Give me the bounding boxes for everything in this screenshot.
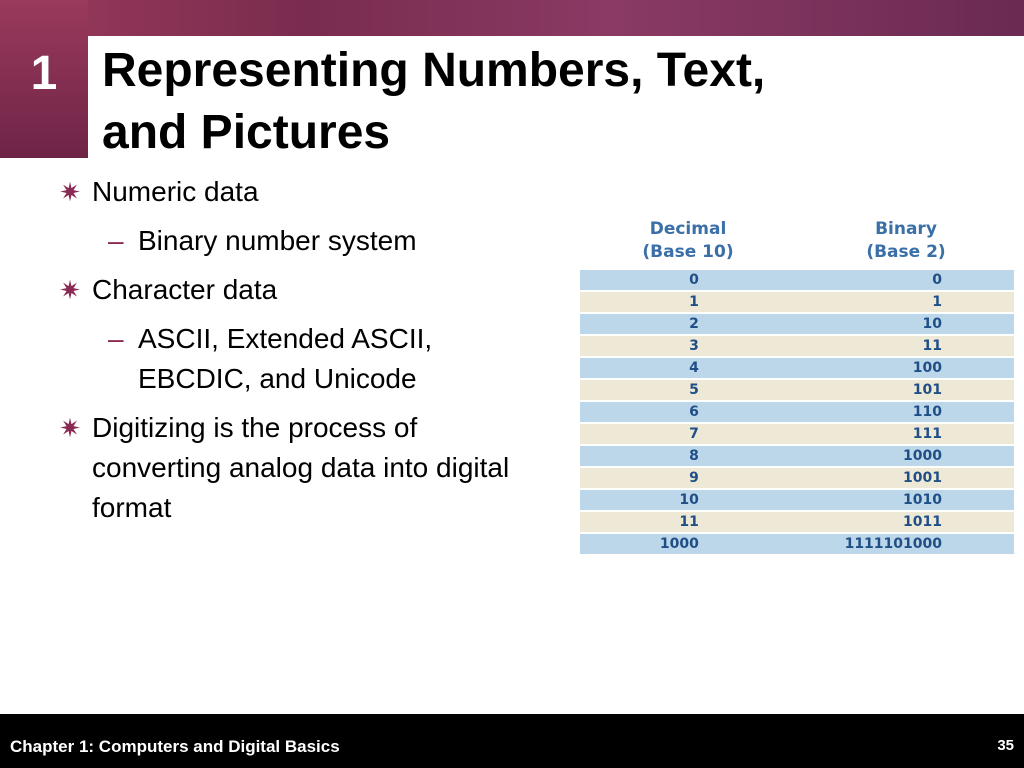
conversion-table: 0 0 1 1 2 10 3 11 4 100 5 101 6 110 7 111 8 1000 9 1001 10 10… bbox=[580, 268, 1014, 556]
binary-header: Binary bbox=[875, 219, 937, 239]
sub-bullet-item: – Binary number system bbox=[56, 221, 536, 261]
binary-cell: 11 bbox=[700, 336, 1014, 356]
binary-cell: 10 bbox=[700, 314, 1014, 334]
bullet-item: ✷ Character data bbox=[56, 270, 536, 310]
table-row: 11 1011 bbox=[580, 512, 1014, 532]
binary-cell: 1001 bbox=[700, 468, 1014, 488]
table-row: 8 1000 bbox=[580, 446, 1014, 466]
binary-cell: 1 bbox=[700, 292, 1014, 312]
dash-bullet-icon: – bbox=[108, 225, 124, 256]
decimal-cell: 2 bbox=[580, 314, 701, 334]
bullet-text: Numeric data bbox=[92, 176, 259, 207]
asterisk-bullet-icon: ✷ bbox=[59, 413, 81, 443]
decimal-cell: 10 bbox=[580, 490, 701, 510]
decimal-cell: 7 bbox=[580, 424, 701, 444]
table-row: 9 1001 bbox=[580, 468, 1014, 488]
bullet-text: Character data bbox=[92, 274, 278, 305]
page-number: 35 bbox=[997, 737, 1014, 754]
table-row: 7 111 bbox=[580, 424, 1014, 444]
decimal-cell: 11 bbox=[580, 512, 701, 532]
slide-title-line-1: Representing Numbers, Text, bbox=[102, 44, 766, 97]
decimal-header: Decimal bbox=[649, 219, 727, 239]
table-row: 10 1010 bbox=[580, 490, 1014, 510]
sub-bullet-text: ASCII, Extended ASCII, EBCDIC, and Unico… bbox=[138, 323, 433, 394]
binary-cell: 0 bbox=[700, 270, 1014, 290]
table-row: 4 100 bbox=[580, 358, 1014, 378]
decimal-cell: 1 bbox=[580, 292, 701, 312]
binary-cell: 1011 bbox=[700, 512, 1014, 532]
footer-bar: Chapter 1: Computers and Digital Basics … bbox=[0, 714, 1024, 768]
binary-header-base: (Base 2) bbox=[866, 242, 946, 262]
chapter-badge: 1 bbox=[0, 0, 88, 158]
top-decorative-band bbox=[0, 0, 1024, 36]
footer-chapter-text: Chapter 1: Computers and Digital Basics bbox=[10, 737, 340, 756]
binary-cell: 110 bbox=[700, 402, 1014, 422]
decimal-cell: 4 bbox=[580, 358, 701, 378]
bullet-text: Digitizing is the process of converting … bbox=[92, 412, 510, 523]
bullet-list: ✷ Numeric data – Binary number system ✷ … bbox=[56, 172, 536, 537]
decimal-cell: 5 bbox=[580, 380, 701, 400]
decimal-cell: 6 bbox=[580, 402, 701, 422]
decimal-cell: 3 bbox=[580, 336, 701, 356]
asterisk-bullet-icon: ✷ bbox=[59, 275, 81, 305]
bullet-item: ✷ Digitizing is the process of convertin… bbox=[56, 408, 512, 528]
decimal-cell: 0 bbox=[580, 270, 701, 290]
binary-cell: 111 bbox=[700, 424, 1014, 444]
binary-cell: 1000 bbox=[700, 446, 1014, 466]
asterisk-bullet-icon: ✷ bbox=[59, 177, 81, 207]
table-header: Decimal (Base 10) Binary (Base 2) bbox=[580, 214, 1014, 268]
dash-bullet-icon: – bbox=[108, 323, 124, 354]
binary-cell: 1111101000 bbox=[700, 534, 1014, 554]
table-row: 3 11 bbox=[580, 336, 1014, 356]
binary-cell: 100 bbox=[700, 358, 1014, 378]
sub-bullet-text: Binary number system bbox=[138, 225, 417, 256]
slide-title-line-2: and Pictures bbox=[102, 106, 391, 159]
slide-title: Representing Numbers, Text, and Pictures bbox=[102, 40, 982, 164]
table-row: 5 101 bbox=[580, 380, 1014, 400]
decimal-header-base: (Base 10) bbox=[642, 242, 734, 262]
table-row: 6 110 bbox=[580, 402, 1014, 422]
table-row: 1000 1111101000 bbox=[580, 534, 1014, 554]
decimal-cell: 8 bbox=[580, 446, 701, 466]
sub-bullet-item: – ASCII, Extended ASCII, EBCDIC, and Uni… bbox=[56, 319, 438, 399]
chapter-number: 1 bbox=[30, 47, 58, 100]
title-panel bbox=[92, 40, 992, 160]
table-body: 0 0 1 1 2 10 3 11 4 100 5 101 6 110 7 111 8 1000 9 1001 10 10… bbox=[580, 270, 1014, 554]
binary-cell: 101 bbox=[700, 380, 1014, 400]
binary-cell: 1010 bbox=[700, 490, 1014, 510]
bullet-item: ✷ Numeric data bbox=[56, 172, 536, 212]
decimal-cell: 1000 bbox=[580, 534, 701, 554]
decimal-cell: 9 bbox=[580, 468, 701, 488]
table-row: 2 10 bbox=[580, 314, 1014, 334]
